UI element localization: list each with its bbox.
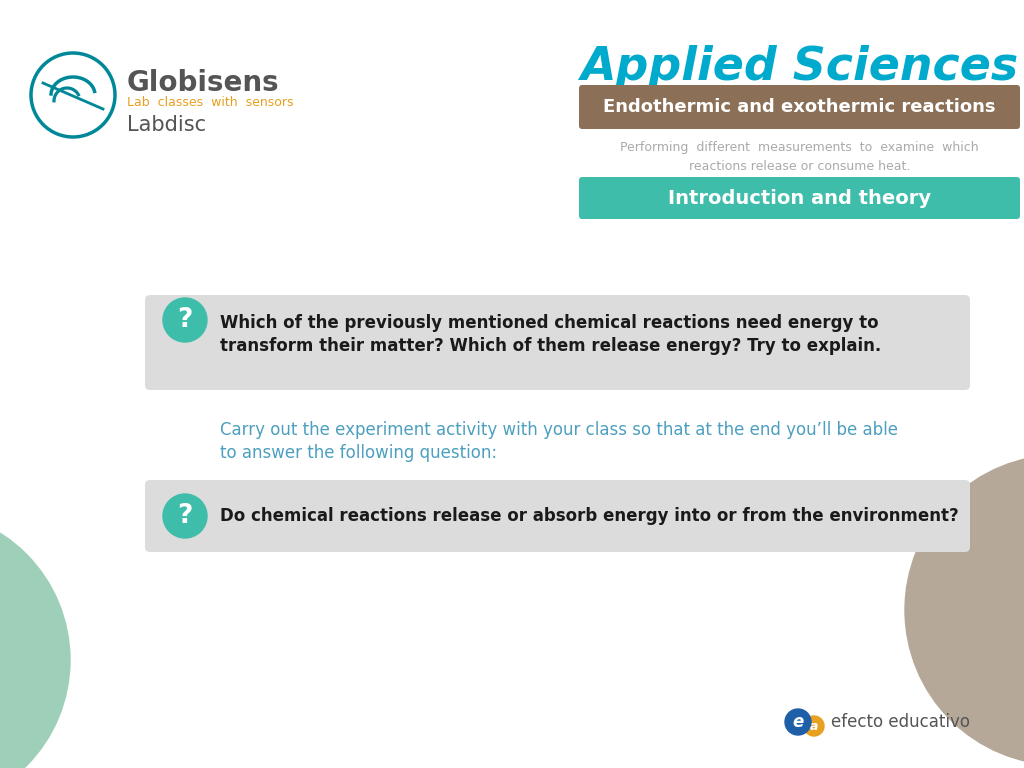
Text: to answer the following question:: to answer the following question:: [220, 444, 497, 462]
Text: Labdisc: Labdisc: [127, 115, 206, 135]
Text: Applied Sciences: Applied Sciences: [581, 45, 1019, 91]
Text: a: a: [810, 720, 818, 733]
Text: e: e: [793, 713, 804, 731]
Text: Lab  classes  with  sensors: Lab classes with sensors: [127, 97, 294, 110]
FancyBboxPatch shape: [579, 85, 1020, 129]
Circle shape: [0, 510, 70, 768]
FancyBboxPatch shape: [145, 480, 970, 552]
Text: reactions release or consume heat.: reactions release or consume heat.: [689, 160, 910, 173]
Circle shape: [905, 455, 1024, 765]
Text: Which of the previously mentioned chemical reactions need energy to: Which of the previously mentioned chemic…: [220, 314, 879, 332]
Text: Performing  different  measurements  to  examine  which: Performing different measurements to exa…: [621, 141, 979, 154]
Text: efecto educativo: efecto educativo: [831, 713, 970, 731]
FancyBboxPatch shape: [579, 177, 1020, 219]
Text: transform their matter? Which of them release energy? Try to explain.: transform their matter? Which of them re…: [220, 337, 882, 355]
Circle shape: [163, 494, 207, 538]
Text: Carry out the experiment activity with your class so that at the end you’ll be a: Carry out the experiment activity with y…: [220, 421, 898, 439]
Text: ?: ?: [177, 503, 193, 529]
Text: Endothermic and exothermic reactions: Endothermic and exothermic reactions: [603, 98, 995, 116]
Text: ?: ?: [177, 307, 193, 333]
Circle shape: [163, 298, 207, 342]
Text: Introduction and theory: Introduction and theory: [668, 188, 931, 207]
Text: Do chemical reactions release or absorb energy into or from the environment?: Do chemical reactions release or absorb …: [220, 507, 958, 525]
Text: Globisens: Globisens: [127, 69, 280, 97]
Circle shape: [785, 709, 811, 735]
Circle shape: [804, 716, 824, 736]
FancyBboxPatch shape: [145, 295, 970, 390]
